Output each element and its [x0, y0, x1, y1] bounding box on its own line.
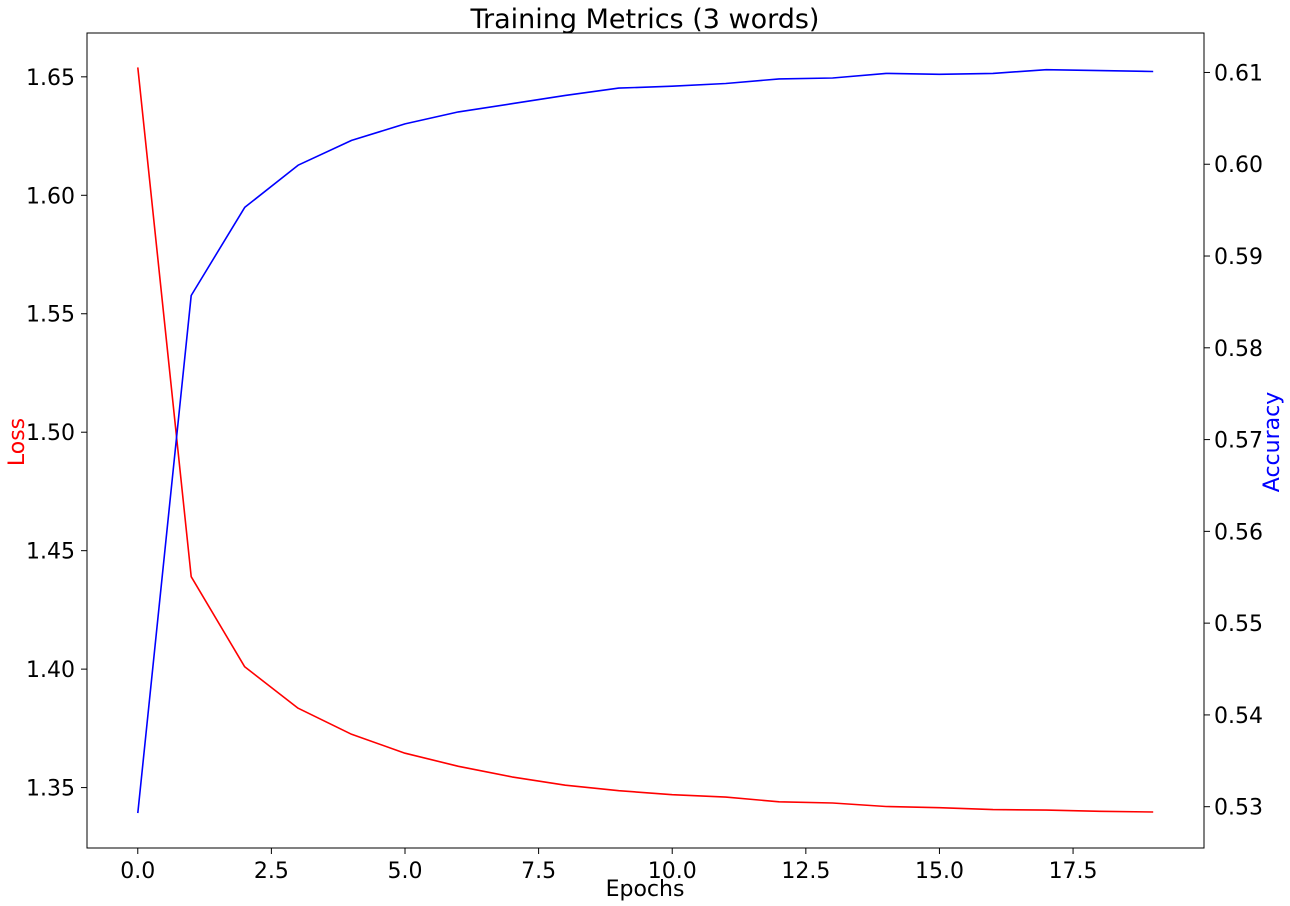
y-left-tick-label: 1.35 [26, 777, 75, 802]
y-left-tick-label: 1.65 [26, 66, 75, 91]
x-axis-label: Epochs [606, 877, 685, 902]
y-left-axis-label: Loss [5, 418, 30, 466]
y-left-axis-ticks: 1.35 1.40 1.45 1.50 1.55 1.60 1.65 [26, 66, 87, 802]
accuracy-series-line [137, 68, 1154, 814]
x-tick-label: 12.5 [781, 859, 830, 884]
x-tick-label: 7.5 [521, 859, 556, 884]
chart-title: Training Metrics (3 words) [470, 4, 820, 35]
y-right-tick-label: 0.53 [1214, 796, 1263, 821]
y-right-tick-label: 0.56 [1214, 520, 1263, 545]
x-tick-label: 0.0 [120, 859, 155, 884]
y-left-tick-label: 1.50 [26, 421, 75, 446]
y-left-tick-label: 1.45 [26, 540, 75, 565]
plot-area-frame [86, 32, 1205, 849]
loss-series-line [137, 67, 1154, 813]
y-right-tick-label: 0.61 [1214, 61, 1263, 86]
y-right-axis-label: Accuracy [1260, 392, 1285, 492]
x-tick-label: 15.0 [915, 859, 964, 884]
y-left-tick-label: 1.55 [26, 303, 75, 328]
x-tick-label: 10.0 [648, 859, 697, 884]
x-tick-label: 17.5 [1049, 859, 1098, 884]
x-tick-label: 5.0 [387, 859, 422, 884]
y-right-tick-label: 0.54 [1214, 704, 1263, 729]
series-lines [137, 67, 1154, 814]
x-tick-label: 2.5 [254, 859, 289, 884]
y-right-tick-label: 0.55 [1214, 612, 1263, 637]
y-right-tick-label: 0.57 [1214, 429, 1263, 454]
y-right-tick-label: 0.59 [1214, 245, 1263, 270]
y-left-tick-label: 1.40 [26, 658, 75, 683]
y-right-axis-ticks: 0.53 0.54 0.55 0.56 0.57 0.58 0.59 0.60 0.61 [1204, 61, 1263, 821]
y-left-tick-label: 1.60 [26, 184, 75, 209]
y-right-tick-label: 0.58 [1214, 337, 1263, 362]
x-axis-ticks: 0.0 2.5 5.0 7.5 10.0 12.5 15.0 17.5 [120, 848, 1098, 884]
y-right-tick-label: 0.60 [1214, 153, 1263, 178]
